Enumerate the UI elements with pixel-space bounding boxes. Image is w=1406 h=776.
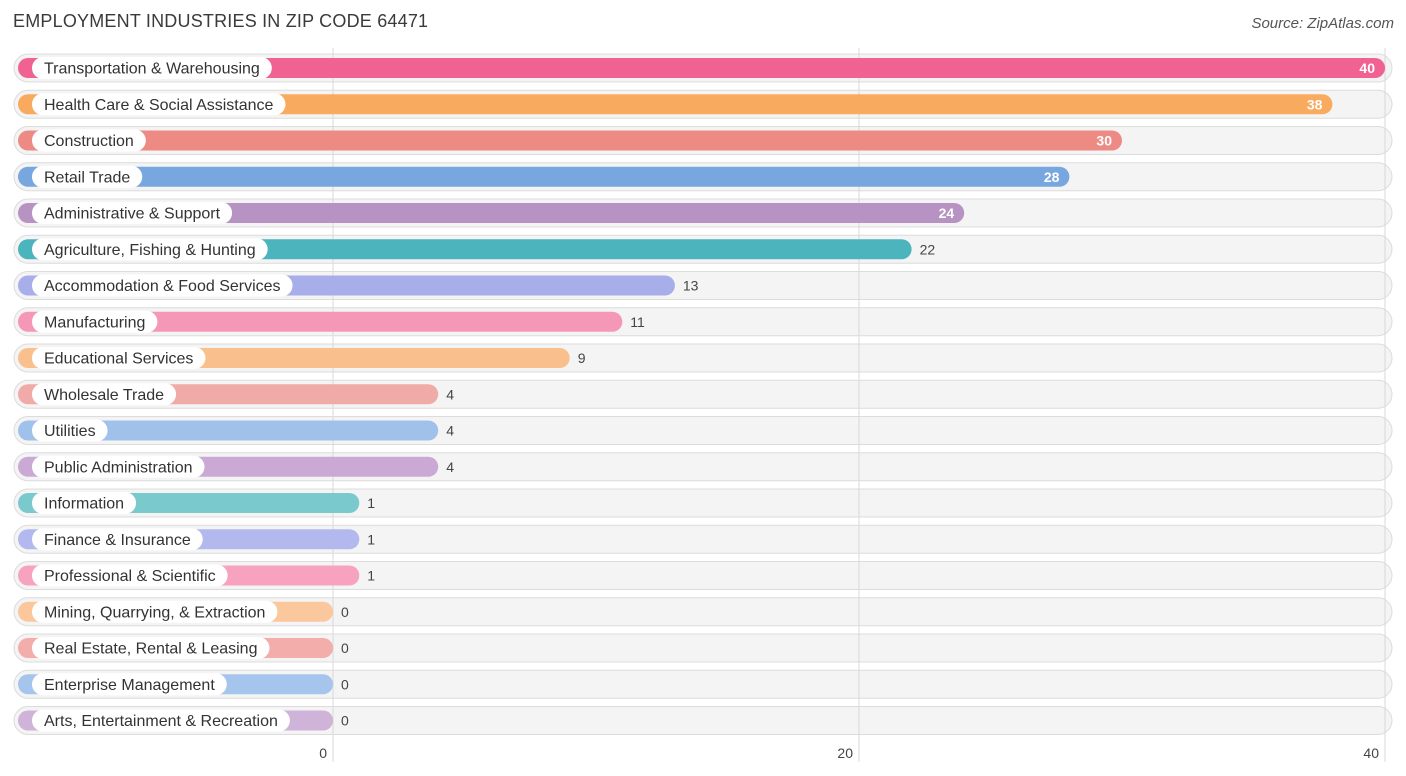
chart-title: EMPLOYMENT INDUSTRIES IN ZIP CODE 64471 xyxy=(13,11,429,31)
bar-label-pill xyxy=(32,673,227,696)
tick-label: 0 xyxy=(319,745,327,761)
bar-label-pill xyxy=(32,310,158,333)
bar-label-pill xyxy=(32,238,268,261)
x-axis-ticks: 0 20 40 xyxy=(319,745,1379,761)
bar-track xyxy=(13,524,1393,554)
bar-label: Mining, Quarrying, & Extraction xyxy=(44,604,265,621)
data-label: 22 xyxy=(920,241,936,257)
bar-label: Health Care & Social Assistance xyxy=(44,97,274,114)
data-label: 0 xyxy=(341,713,349,729)
data-label: 1 xyxy=(367,568,375,584)
bar-label: Professional & Scientific xyxy=(44,568,216,585)
bar-label-pill xyxy=(32,564,228,587)
bar xyxy=(18,94,1333,115)
bar-label-pill xyxy=(32,600,278,623)
bar-label-pill xyxy=(32,57,272,79)
bar-label-pill xyxy=(32,129,146,152)
bar xyxy=(18,58,1385,78)
tick-label: 40 xyxy=(1363,745,1379,761)
bar-track xyxy=(13,488,1393,518)
bar xyxy=(18,166,1070,187)
bar-label: Manufacturing xyxy=(44,314,145,331)
bar-label-pill xyxy=(32,637,270,659)
bar-track xyxy=(13,597,1393,627)
bar-label-pill xyxy=(32,709,290,732)
bar-label: Transportation & Warehousing xyxy=(44,61,260,78)
bar-label: Accommodation & Food Services xyxy=(44,278,281,295)
bar-label-pill xyxy=(32,93,286,116)
bar-label: Information xyxy=(44,496,124,513)
bar-label-pill xyxy=(32,455,205,478)
data-label: 40 xyxy=(1359,60,1375,76)
bar-label: Utilities xyxy=(44,423,96,440)
data-label: 28 xyxy=(1044,169,1060,185)
bar-label: Administrative & Support xyxy=(44,206,221,223)
bar-track xyxy=(13,633,1393,663)
data-label: 0 xyxy=(341,676,349,692)
data-label: 11 xyxy=(630,314,645,330)
data-label: 1 xyxy=(367,495,375,511)
data-label: 13 xyxy=(683,278,699,294)
data-label: 4 xyxy=(446,386,454,402)
data-label: 0 xyxy=(341,604,349,620)
bar-label-pill xyxy=(32,274,293,297)
data-label: 24 xyxy=(939,205,955,221)
bar-track xyxy=(13,561,1393,590)
bar-label: Educational Services xyxy=(44,351,193,368)
bar-label: Wholesale Trade xyxy=(44,387,164,404)
bar xyxy=(18,203,965,223)
data-label: 0 xyxy=(341,640,349,656)
data-label: 38 xyxy=(1307,96,1323,112)
bar-label-pill xyxy=(32,492,137,514)
bar xyxy=(18,311,623,332)
bar-label: Arts, Entertainment & Recreation xyxy=(44,713,278,730)
data-label: 4 xyxy=(446,459,454,475)
bar-track xyxy=(13,669,1393,699)
bar-label: Construction xyxy=(44,133,134,150)
bar-label-pill xyxy=(32,202,233,224)
bar-label: Finance & Insurance xyxy=(44,532,191,549)
bar-label: Public Administration xyxy=(44,459,193,476)
bar-label-pill xyxy=(32,165,143,188)
bar-label: Real Estate, Rental & Leasing xyxy=(44,641,257,658)
bar-label-pill xyxy=(32,528,203,551)
bar-label: Enterprise Management xyxy=(44,677,215,694)
bar-label: Agriculture, Fishing & Hunting xyxy=(44,242,256,259)
data-label: 1 xyxy=(367,531,375,547)
data-label: 30 xyxy=(1096,133,1112,149)
chart-source: Source: ZipAtlas.com xyxy=(1251,15,1394,32)
data-label: 4 xyxy=(446,423,454,439)
tick-label: 20 xyxy=(837,745,853,761)
bar-label-pill xyxy=(32,347,206,369)
bar-track xyxy=(13,706,1393,735)
bar-label: Retail Trade xyxy=(44,169,130,186)
bar-label-pill xyxy=(32,383,177,406)
bar xyxy=(18,130,1122,151)
bar-label-pill xyxy=(32,419,108,442)
data-label: 9 xyxy=(578,350,586,366)
bar xyxy=(18,420,439,441)
